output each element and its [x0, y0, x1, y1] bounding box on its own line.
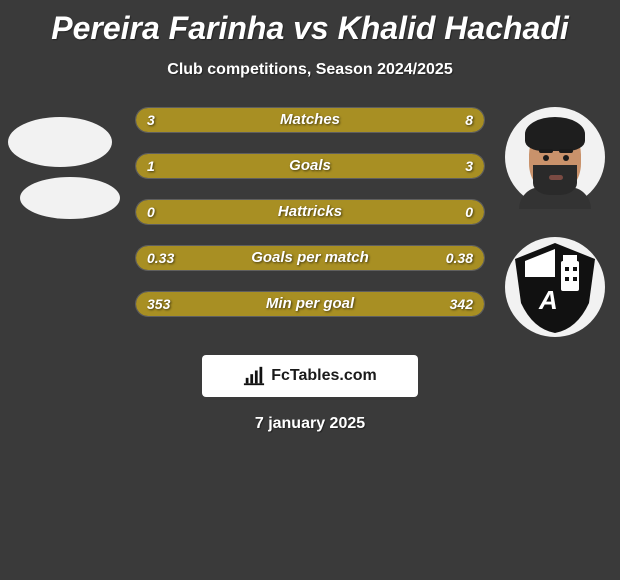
brand-box: FcTables.com	[202, 355, 418, 397]
chart-icon	[243, 365, 265, 387]
stat-label: Hattricks	[135, 199, 485, 225]
stat-bars: Matches38Goals13Hattricks00Goals per mat…	[135, 107, 485, 337]
stat-label: Goals	[135, 153, 485, 179]
stat-value-right: 0.38	[446, 245, 473, 271]
stat-value-left: 3	[147, 107, 155, 133]
player-right-avatar	[505, 107, 605, 207]
stat-value-left: 1	[147, 153, 155, 179]
stat-row: Goals1 3	[135, 153, 485, 179]
stat-row: Hattricks0 0	[135, 199, 485, 225]
stat-value-left: 0	[147, 199, 155, 225]
stat-value-right: 8	[465, 107, 473, 133]
stat-value-left: 353	[147, 291, 170, 317]
player-left-avatar	[8, 117, 112, 167]
stat-label: Goals per match	[135, 245, 485, 271]
page-title: Pereira Farinha vs Khalid Hachadi	[0, 0, 620, 47]
date-text: 7 january 2025	[0, 415, 620, 433]
team-left-logo	[20, 177, 120, 219]
face-icon	[505, 107, 605, 207]
stat-value-right: 3	[465, 153, 473, 179]
stat-value-right: 0	[465, 199, 473, 225]
svg-text:A: A	[538, 285, 558, 315]
stat-value-right: 342	[450, 291, 473, 317]
stat-label: Matches	[135, 107, 485, 133]
stats-area: A Matches38Goals13Hattricks00Goals per m…	[0, 107, 620, 337]
stat-label: Min per goal	[135, 291, 485, 317]
stat-row: Min per goal353 342	[135, 291, 485, 317]
brand-text: FcTables.com	[271, 367, 377, 385]
stat-row: Goals per match0.33 0.38	[135, 245, 485, 271]
stat-row: Matches3 8	[135, 107, 485, 133]
team-right-logo: A	[505, 237, 605, 337]
shield-icon: A	[505, 237, 605, 337]
page-subtitle: Club competitions, Season 2024/2025	[0, 61, 620, 79]
stat-value-left: 0.33	[147, 245, 174, 271]
